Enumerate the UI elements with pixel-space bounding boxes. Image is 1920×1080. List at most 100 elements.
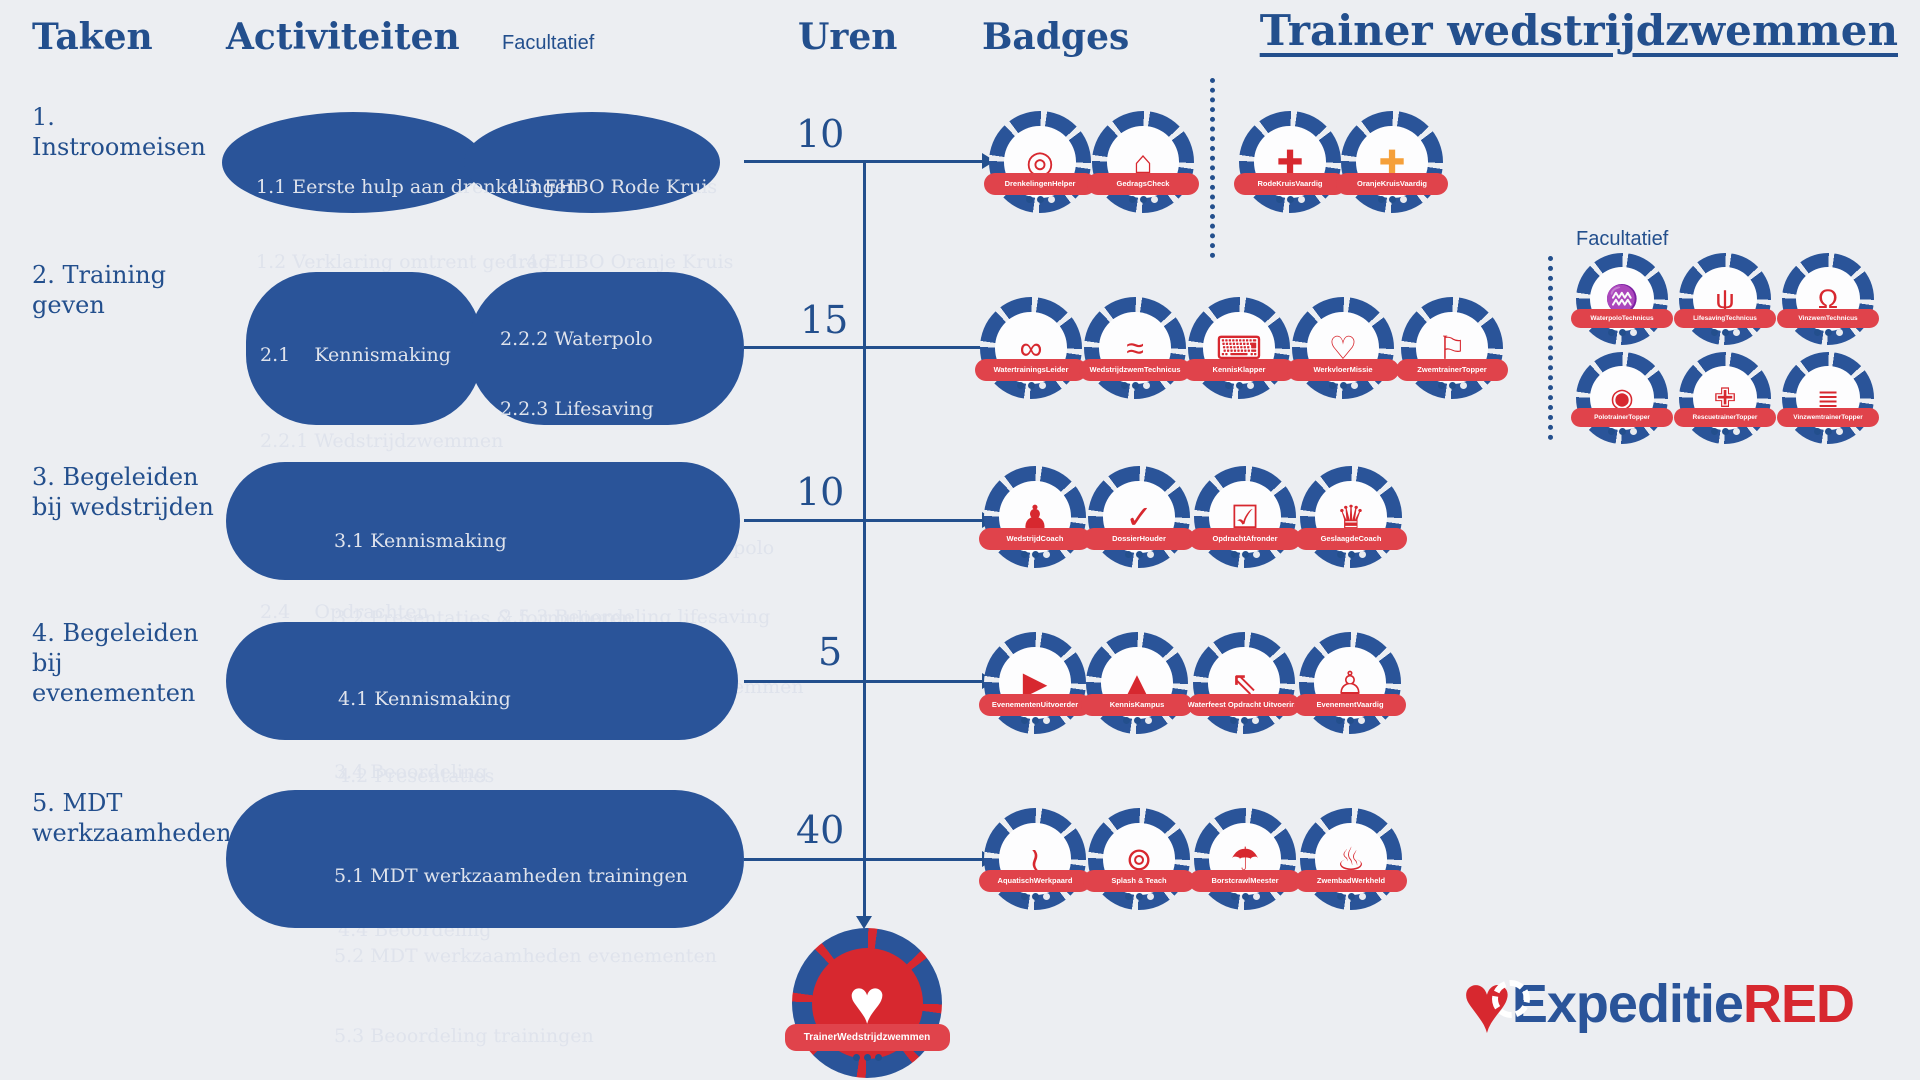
badge-dots [1194, 550, 1296, 558]
badge-label: EvenementVaardig [1293, 694, 1407, 716]
badge-label: AquatischWerkpaard [978, 870, 1092, 892]
column-header-badges: Badges [982, 16, 1130, 58]
logo-text-blue: Expeditie [1511, 973, 1744, 1034]
hours-row3: 10 [796, 470, 845, 514]
badge-label: OpdrachtAfronder [1188, 528, 1302, 550]
goggles-icon: ∞ [1019, 330, 1043, 366]
badge-evenementenuitvoerder: ▶ EvenementenUitvoerder [978, 632, 1092, 734]
badge-evenementvaardig: ♙ EvenementVaardig [1293, 632, 1407, 734]
badge-label: VinzwemtrainerTopper [1777, 408, 1879, 428]
certificate-house-icon: ⌂ [1133, 144, 1153, 180]
row1-optional-separator [1210, 78, 1215, 258]
badge-label: WedstrijdCoach [978, 528, 1092, 550]
badge-label: EvenementenUitvoerder [978, 694, 1092, 716]
badge-dots [1679, 428, 1771, 436]
task-label-3: 3. Begeleiden bij wedstrijden [32, 463, 214, 521]
hours-row1: 10 [796, 112, 845, 156]
whistle-icon: ⚐ [1437, 330, 1467, 366]
hours-row4: 5 [818, 630, 843, 674]
trunk-arrowhead [856, 916, 872, 929]
badge-label: WaterpoloTechnicus [1571, 309, 1673, 329]
shield-check-icon: ☑ [1230, 499, 1260, 535]
activity-line: 2.2.2 Waterpolo [500, 328, 653, 351]
badge-dots [1576, 329, 1668, 337]
badge-label: WatertrainingsLeider [974, 359, 1088, 381]
badge-waterpolotechnicus: ♒ WaterpoloTechnicus [1571, 253, 1673, 345]
activity-line: 1.2 Verklaring omtrent gedrag [256, 251, 551, 274]
activity-line: 2.1 Kennismaking [260, 344, 451, 366]
badge-label: RodeKruisVaardig [1233, 173, 1347, 195]
activity-line: 2.2.3 Lifesaving [500, 397, 654, 420]
badge-dots [1341, 195, 1443, 203]
waterpolo-icon: ♒ [1605, 283, 1639, 314]
badge-wedstrijdzwemtechnicus: ≈ WedstrijdzwemTechnicus [1078, 297, 1192, 399]
column-header-activiteiten: Activiteiten [226, 16, 460, 58]
logo-text-red: RED [1742, 973, 1855, 1034]
activity-pill-2-main [246, 272, 482, 425]
orange-cross-icon: ✚ [1378, 144, 1406, 180]
badge-dots [1088, 550, 1190, 558]
badge-dots [1194, 892, 1296, 900]
row3-arrow-line [744, 519, 984, 522]
flippers-icon: ψ [1715, 283, 1735, 314]
badge-label: WerkvloerMissie [1286, 359, 1400, 381]
ball-bottle-icon: ◉ [1610, 382, 1634, 413]
badge-label: VinzwemTechnicus [1777, 309, 1879, 329]
activity-line: 1.4 EHBO Oranje Kruis [508, 251, 734, 274]
badge-vinzwemtrainertopper: ≣ VinzwemtrainerTopper [1777, 352, 1879, 444]
badge-dots [1088, 892, 1190, 900]
task-label-1: 1. Instroomeisen [32, 103, 206, 161]
snorkel-icon: Ω [1817, 283, 1839, 314]
badge-dots [984, 716, 1086, 724]
badge-label: PolotrainerTopper [1571, 408, 1673, 428]
hours-row2: 15 [800, 298, 849, 342]
activity-pill-5 [226, 790, 744, 928]
task-label-4: 4. Begeleiden bij evenementen [32, 619, 199, 707]
badge-dots [1782, 428, 1874, 436]
badge-geslaagdecoach: ♛ GeslaagdeCoach [1294, 466, 1408, 568]
badge-label: DossierHouder [1082, 528, 1196, 550]
badge-label: Waterfeest Opdracht Uitvoering [1187, 694, 1301, 716]
badge-label: Splash & Teach [1082, 870, 1196, 892]
badge-dots [1188, 381, 1290, 389]
badge-dots [984, 892, 1086, 900]
badge-label: WedstrijdzwemTechnicus [1078, 359, 1192, 381]
activity-line: 5.1 MDT werkzaamheden trainingen [334, 865, 688, 888]
person-outline-icon: ♙ [1335, 665, 1365, 701]
badge-zwembadwerkheld: ♨ ZwembadWerkheld [1294, 808, 1408, 910]
badge-trainerwedstrijdzwemmen: ♥ TrainerWedstrijdzwemmen [784, 928, 950, 1078]
badge-rescuetrainertopper: ✙ RescuetrainerTopper [1674, 352, 1776, 444]
badge-dots [1401, 381, 1503, 389]
badge-polotrainertopper: ◉ PolotrainerTopper [1571, 352, 1673, 444]
badge-lifesavingtechnicus: ψ LifesavingTechnicus [1674, 253, 1776, 345]
badge-label: ZwembadWerkheld [1294, 870, 1408, 892]
badge-watertrainingsleider: ∞ WatertrainingsLeider [974, 297, 1088, 399]
activity-line: 3.4 Beoordeling [334, 761, 488, 784]
badge-borstcrawlmeester: ☂ BorstcrawlMeester [1188, 808, 1302, 910]
swimmer-icon: ≈ [1126, 330, 1144, 366]
badge-vinzwemtechnicus: Ω VinzwemTechnicus [1777, 253, 1879, 345]
badge-label: DrenkelingenHelper [983, 173, 1097, 195]
badge-label: KennisKlapper [1182, 359, 1296, 381]
checklist-icon: ≣ [1816, 382, 1840, 413]
badge-dots [792, 1054, 942, 1061]
activity-pill-4 [226, 622, 738, 740]
activity-text-1-main: 1.1 Eerste hulp aan drenkelingen 1.2 Ver… [256, 125, 578, 326]
badge-drenkelingenhelper: ◎ DrenkelingenHelper [983, 111, 1097, 213]
hours-row5: 40 [796, 808, 845, 852]
facultatief-badges-label: Facultatief [1576, 228, 1669, 250]
hands-heart-icon: ♡ [1328, 330, 1358, 366]
badge-kennisklapper: ⌨ KennisKlapper [1182, 297, 1296, 399]
badge-dots [1292, 381, 1394, 389]
badge-dots [1239, 195, 1341, 203]
column-header-uren: Uren [798, 16, 898, 58]
activity-line: 3.1 Kennismaking [334, 530, 507, 553]
badge-opdrachtafronder: ☑ OpdrachtAfronder [1188, 466, 1302, 568]
trunk-line [863, 161, 866, 918]
badge-kenniskampus: ▲ KennisKampus [1080, 632, 1194, 734]
badge-rodekruisvaardig: ✚ RodeKruisVaardig [1233, 111, 1347, 213]
column-header-taken: Taken [32, 16, 153, 58]
badge-dots [1092, 195, 1194, 203]
activity-pill-2-optional [468, 272, 744, 425]
badge-gedragscheck: ⌂ GedragsCheck [1086, 111, 1200, 213]
